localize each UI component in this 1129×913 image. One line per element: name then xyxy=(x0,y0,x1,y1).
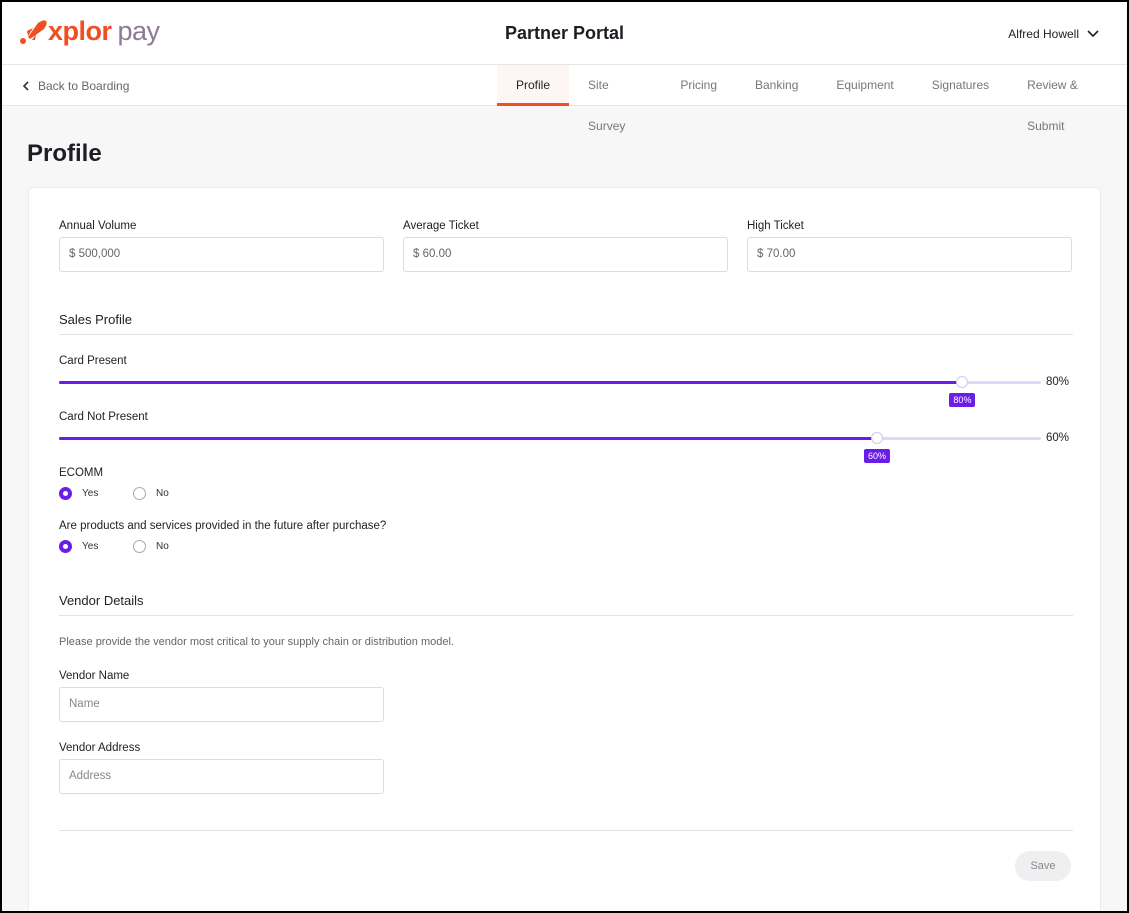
top-header: xplor pay Partner Portal Alfred Howell xyxy=(2,2,1127,65)
annual-volume-label: Annual Volume xyxy=(59,220,137,232)
vendor-description: Please provide the vendor most critical … xyxy=(59,636,454,648)
tab-pricing[interactable]: Pricing xyxy=(680,78,717,92)
radio-label: Yes xyxy=(82,488,99,499)
tab-equipment[interactable]: Equipment xyxy=(836,78,894,92)
high-ticket-input[interactable]: $ 70.00 xyxy=(747,237,1072,272)
ecomm-yes-radio[interactable]: Yes xyxy=(59,487,98,500)
logo-brand: xplor xyxy=(48,16,112,46)
card-not-present-label: Card Not Present xyxy=(59,411,148,423)
user-name: Alfred Howell xyxy=(1008,27,1079,41)
slider-fill xyxy=(59,381,963,384)
back-link[interactable]: Back to Boarding xyxy=(22,79,129,93)
tabs: Profile Site Survey Pricing Banking Equi… xyxy=(497,65,1127,133)
future-services-label: Are products and services provided in th… xyxy=(59,520,387,532)
divider xyxy=(59,830,1073,831)
logo-product: pay xyxy=(117,16,161,46)
tab-signatures[interactable]: Signatures xyxy=(931,78,990,92)
annual-volume-input[interactable]: $ 500,000 xyxy=(59,237,384,272)
ecomm-no-radio[interactable]: No xyxy=(133,487,169,500)
card-present-value: 80% xyxy=(1046,376,1070,388)
radio-checked-icon xyxy=(59,540,72,553)
high-ticket-label: High Ticket xyxy=(747,220,804,232)
tab-profile[interactable]: Profile xyxy=(497,65,570,106)
card-present-label: Card Present xyxy=(59,355,127,367)
slider-fill xyxy=(59,437,877,440)
radio-checked-icon xyxy=(59,487,72,500)
slider-thumb[interactable] xyxy=(956,376,969,388)
radio-label: No xyxy=(156,541,169,552)
user-menu[interactable]: Alfred Howell xyxy=(1008,27,1099,41)
logo: xplor pay xyxy=(18,16,160,47)
page-title: Profile xyxy=(27,140,102,167)
rocket-icon xyxy=(20,19,47,44)
ecomm-label: ECOMM xyxy=(59,467,104,479)
tab-banking[interactable]: Banking xyxy=(755,78,799,92)
sales-profile-heading: Sales Profile xyxy=(59,312,1073,335)
vendor-address-label: Vendor Address xyxy=(59,742,141,754)
future-no-radio[interactable]: No xyxy=(133,540,169,553)
card-present-slider[interactable]: 80% xyxy=(59,376,1041,407)
card-not-present-slider[interactable]: 60% xyxy=(59,432,1041,463)
vendor-name-label: Vendor Name xyxy=(59,670,130,682)
vendor-address-input[interactable]: Address xyxy=(59,759,384,794)
radio-label: Yes xyxy=(82,541,99,552)
tab-review-submit[interactable]: Review & Submit xyxy=(1027,78,1078,133)
card-not-present-value: 60% xyxy=(1046,432,1070,444)
save-button[interactable]: Save xyxy=(1015,851,1071,881)
vendor-name-input[interactable]: Name xyxy=(59,687,384,722)
chevron-down-icon xyxy=(1087,30,1099,38)
app-title: Partner Portal xyxy=(504,23,625,43)
future-yes-radio[interactable]: Yes xyxy=(59,540,98,553)
slider-thumb[interactable] xyxy=(871,432,883,444)
average-ticket-label: Average Ticket xyxy=(403,220,479,232)
profile-card: Annual Volume $ 500,000 Average Ticket $… xyxy=(28,187,1101,911)
slider-tooltip: 60% xyxy=(863,449,891,463)
vendor-details-heading: Vendor Details xyxy=(59,593,1073,616)
average-ticket-input[interactable]: $ 60.00 xyxy=(403,237,728,272)
radio-label: No xyxy=(156,488,169,499)
radio-unchecked-icon xyxy=(133,540,146,553)
back-label: Back to Boarding xyxy=(38,79,130,93)
slider-tooltip: 80% xyxy=(949,393,976,407)
nav-bar: Back to Boarding Profile Site Survey Pri… xyxy=(2,65,1127,133)
radio-unchecked-icon xyxy=(133,487,146,500)
tab-site-survey[interactable]: Site Survey xyxy=(588,78,626,133)
chevron-left-icon xyxy=(22,81,29,91)
